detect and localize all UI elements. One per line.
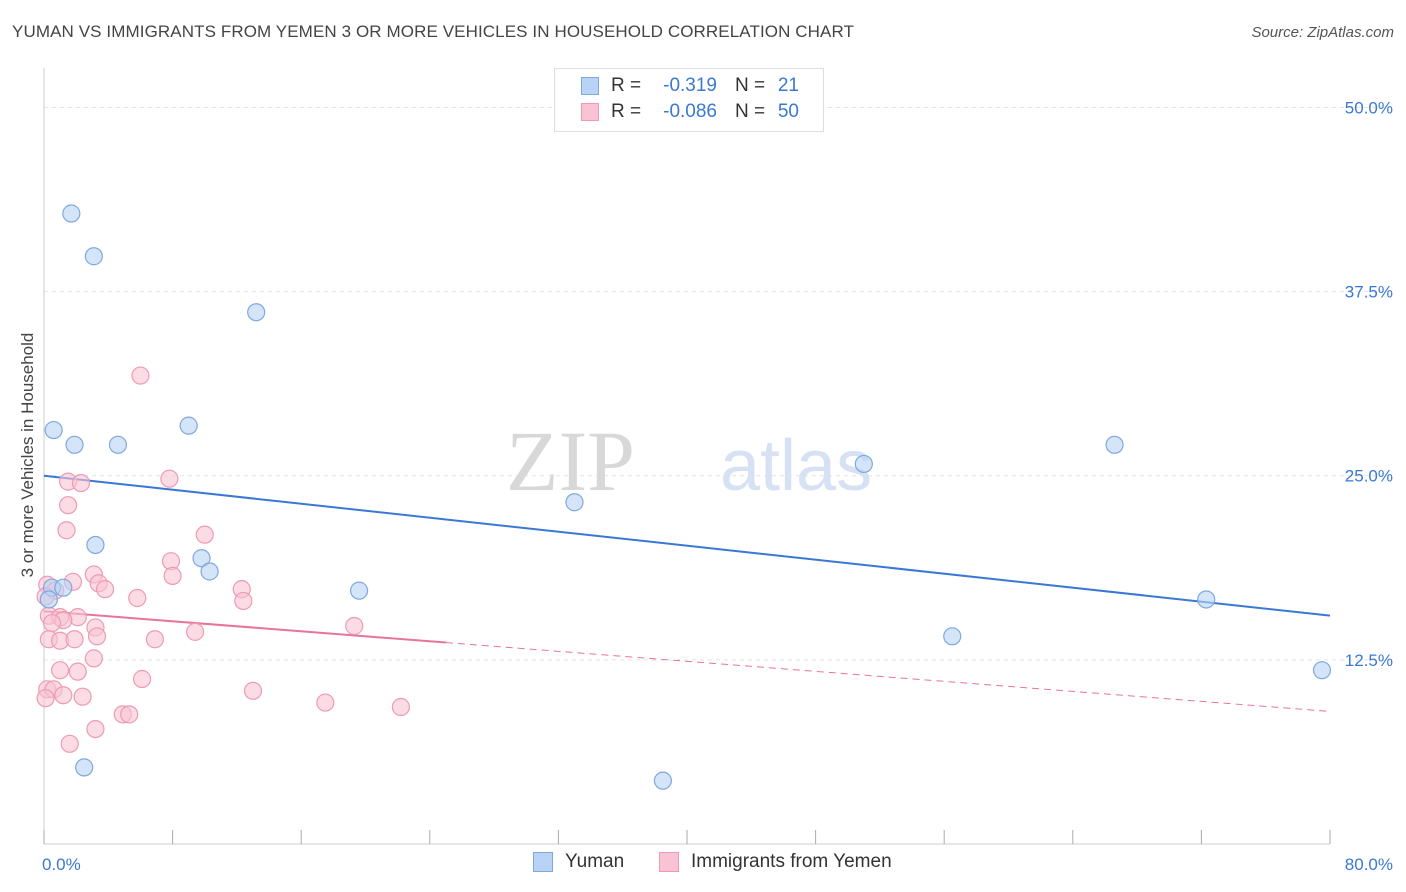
y-tick-label: 50.0% <box>1345 98 1393 117</box>
yuman-point <box>44 420 63 440</box>
legend-yuman-label: Yuman <box>565 851 625 872</box>
chart-title: YUMAN VS IMMIGRANTS FROM YEMEN 3 OR MORE… <box>12 22 855 41</box>
yemen-point <box>95 580 115 599</box>
yemen-point <box>131 366 150 385</box>
source-credit: Source: ZipAtlas.com <box>1251 24 1394 41</box>
r-value: -0.319 <box>663 75 717 96</box>
yemen-point <box>57 521 76 540</box>
yuman-point <box>192 549 211 568</box>
stats-row-yemen: R = -0.086 N = 50 <box>555 100 823 126</box>
yemen-point <box>163 566 182 586</box>
series-legend: Yuman Immigrants from Yemen <box>0 850 1406 880</box>
yuman-point <box>1105 435 1124 454</box>
yuman-point <box>108 435 128 454</box>
yuman-point <box>54 578 73 597</box>
yemen-point <box>316 693 335 712</box>
yuman-point <box>200 562 219 581</box>
yemen-point <box>59 496 78 515</box>
yemen-point <box>36 689 55 708</box>
yuman-point <box>86 535 105 555</box>
watermark: ZIP atlas <box>506 413 872 509</box>
yemen-point <box>86 719 105 739</box>
yemen-point <box>60 734 79 753</box>
gridlines <box>44 106 1392 661</box>
yemen-point <box>243 681 263 700</box>
yuman-point <box>854 454 873 474</box>
y-tick-label: 25.0% <box>1345 467 1393 486</box>
legend-yuman-swatch <box>533 852 553 872</box>
yemen-point <box>84 649 103 668</box>
yemen-point <box>145 630 165 649</box>
yemen-trend-extension <box>445 642 1331 712</box>
yemen-point <box>160 469 179 488</box>
yemen-point <box>195 525 214 544</box>
watermark-atlas: atlas <box>720 426 872 506</box>
yemen-point <box>71 473 91 493</box>
yemen-point <box>186 622 205 641</box>
yuman-point <box>565 493 584 512</box>
yemen-point <box>73 687 92 706</box>
yuman-trend-line <box>43 474 1331 617</box>
yuman-point <box>62 204 81 223</box>
yemen-point <box>87 627 107 646</box>
x-tick-label: 80.0% <box>1345 855 1393 874</box>
n-label: N = <box>735 101 766 122</box>
axes <box>43 68 1331 845</box>
legend-yemen-swatch <box>659 852 679 872</box>
yuman-point <box>1312 661 1332 680</box>
yemen-point <box>65 630 84 649</box>
y-tick-label: 37.5% <box>1345 283 1393 302</box>
trend-lines <box>43 474 1331 712</box>
yemen-point <box>68 662 87 681</box>
r-label: R = <box>611 75 642 96</box>
yuman-point <box>84 247 103 266</box>
yemen-point <box>120 705 139 724</box>
stats-legend: R = -0.319 N = 21 R = -0.086 N = 50 <box>554 68 824 132</box>
data-points <box>36 204 1332 790</box>
yuman-point <box>179 416 198 435</box>
yemen-point <box>42 613 62 633</box>
yemen-trend-line <box>43 610 446 644</box>
yuman-point <box>349 581 369 600</box>
legend-yemen-label: Immigrants from Yemen <box>691 851 892 872</box>
yuman-point <box>247 303 266 322</box>
x-tick-label: 0.0% <box>42 855 81 874</box>
yuman-point <box>39 590 58 609</box>
yuman-point <box>943 627 962 646</box>
r-value: -0.086 <box>663 101 717 122</box>
yemen-point <box>234 591 253 611</box>
n-value: 50 <box>777 101 799 122</box>
yuman-point <box>1197 590 1216 609</box>
tick-labels: 12.5% 25.0% 37.5% 50.0% 0.0% 80.0% <box>42 98 1393 874</box>
yuman-swatch <box>581 77 599 95</box>
yuman-point <box>653 771 672 790</box>
yemen-point <box>128 588 147 608</box>
yuman-point <box>75 758 94 777</box>
yuman-point <box>65 435 84 454</box>
y-tick-label: 12.5% <box>1345 651 1393 670</box>
yemen-point <box>391 697 410 717</box>
yemen-point <box>54 686 73 705</box>
watermark-zip: ZIP <box>506 413 635 509</box>
yemen-point <box>50 661 70 680</box>
yemen-point <box>345 616 364 636</box>
stats-row-yuman: R = -0.319 N = 21 <box>555 74 823 100</box>
n-value: 21 <box>777 75 799 96</box>
n-label: N = <box>735 75 766 96</box>
yemen-swatch <box>581 103 599 121</box>
r-label: R = <box>611 101 642 122</box>
yemen-point <box>132 669 152 689</box>
